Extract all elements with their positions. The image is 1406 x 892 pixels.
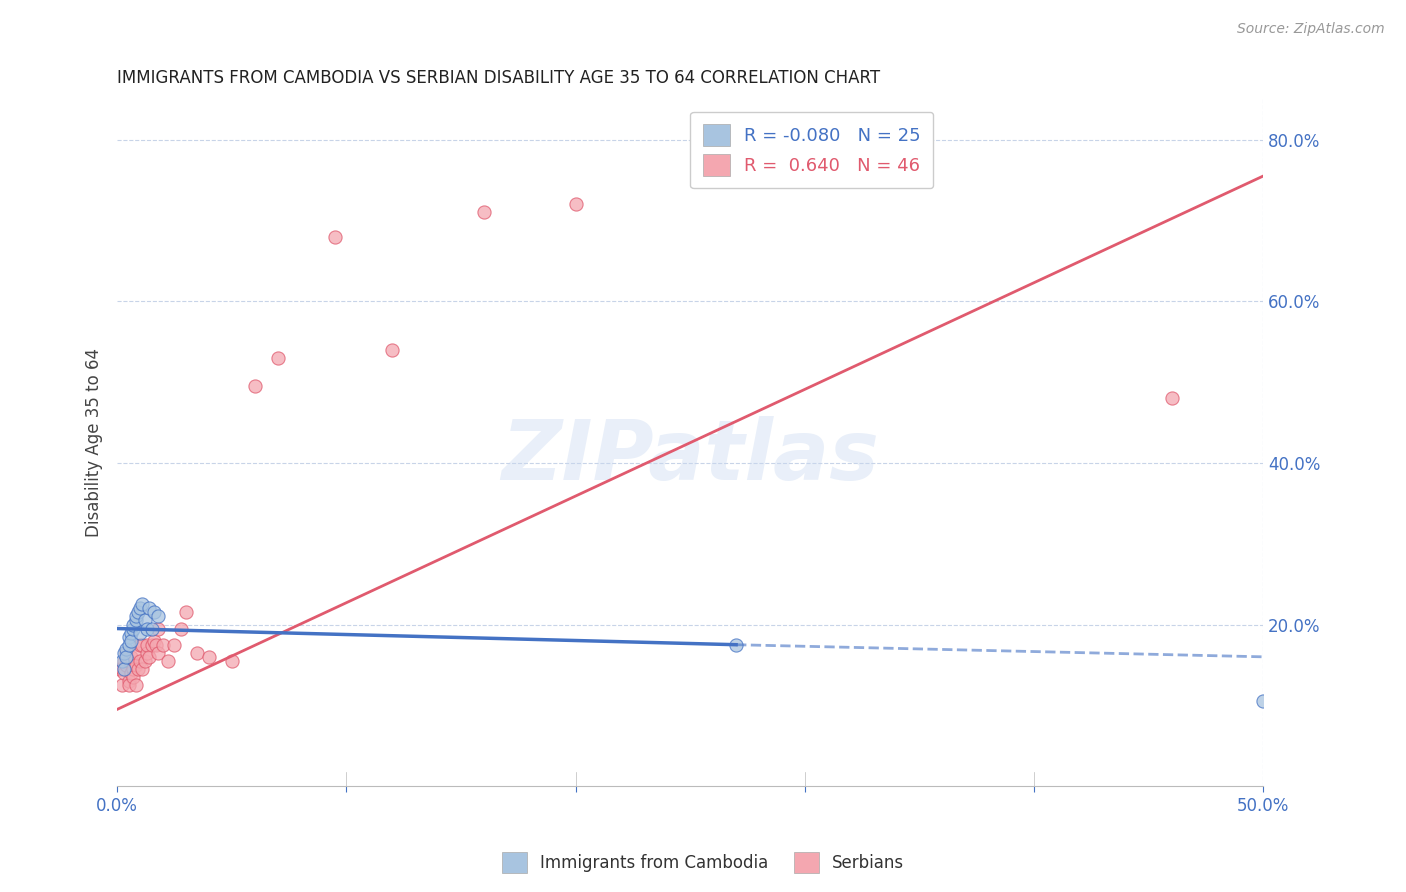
Point [124, 609, 146, 624]
Point [112, 662, 135, 676]
Y-axis label: Disability Age 35 to 64: Disability Age 35 to 64 [86, 348, 103, 537]
Point [381, 343, 404, 357]
Text: Source: ZipAtlas.com: Source: ZipAtlas.com [1237, 22, 1385, 37]
Point [111, 678, 134, 692]
Point [111, 654, 134, 668]
Point [145, 638, 167, 652]
Point [120, 665, 142, 680]
Point [129, 601, 152, 615]
Point [127, 606, 149, 620]
Point [118, 678, 141, 692]
Point [134, 614, 156, 628]
Point [1253, 694, 1275, 708]
Point [120, 625, 142, 640]
Point [118, 654, 141, 668]
Point [142, 633, 165, 648]
Point [163, 638, 186, 652]
Text: ZIPatlas: ZIPatlas [502, 416, 879, 497]
Point [138, 649, 160, 664]
Point [472, 205, 495, 219]
Point [221, 654, 243, 668]
Point [131, 638, 153, 652]
Point [115, 649, 138, 664]
Point [131, 597, 153, 611]
Point [725, 638, 748, 652]
Point [148, 646, 170, 660]
Point [174, 606, 197, 620]
Point [323, 229, 346, 244]
Point [1160, 391, 1182, 405]
Point [120, 633, 142, 648]
Point [141, 638, 163, 652]
Point [122, 617, 145, 632]
Point [131, 662, 153, 676]
Point [118, 638, 141, 652]
Point [122, 622, 145, 636]
Point [118, 630, 141, 644]
Point [112, 665, 135, 680]
Point [136, 646, 159, 660]
Point [170, 622, 193, 636]
Point [129, 638, 152, 652]
Point [129, 654, 152, 668]
Point [120, 649, 142, 664]
Point [115, 641, 138, 656]
Point [152, 638, 174, 652]
Point [141, 622, 163, 636]
Point [142, 606, 165, 620]
Text: IMMIGRANTS FROM CAMBODIA VS SERBIAN DISABILITY AGE 35 TO 64 CORRELATION CHART: IMMIGRANTS FROM CAMBODIA VS SERBIAN DISA… [117, 69, 880, 87]
Point [136, 622, 159, 636]
Point [115, 646, 138, 660]
Point [129, 625, 152, 640]
Point [186, 646, 208, 660]
Point [127, 662, 149, 676]
Point [124, 657, 146, 672]
Point [124, 614, 146, 628]
Point [136, 638, 159, 652]
Point [108, 662, 131, 676]
Point [564, 197, 586, 211]
Point [112, 646, 135, 660]
Point [111, 662, 134, 676]
Point [118, 674, 141, 689]
Point [122, 670, 145, 684]
Point [148, 609, 170, 624]
Legend: R = -0.080   N = 25, R =  0.640   N = 46: R = -0.080 N = 25, R = 0.640 N = 46 [690, 112, 934, 188]
Point [138, 601, 160, 615]
Point [127, 646, 149, 660]
Point [122, 662, 145, 676]
Point [124, 678, 146, 692]
Point [156, 654, 179, 668]
Point [134, 654, 156, 668]
Point [266, 351, 288, 365]
Legend: Immigrants from Cambodia, Serbians: Immigrants from Cambodia, Serbians [495, 846, 911, 880]
Point [112, 654, 135, 668]
Point [148, 622, 170, 636]
Point [243, 379, 266, 393]
Point [115, 657, 138, 672]
Point [198, 649, 221, 664]
